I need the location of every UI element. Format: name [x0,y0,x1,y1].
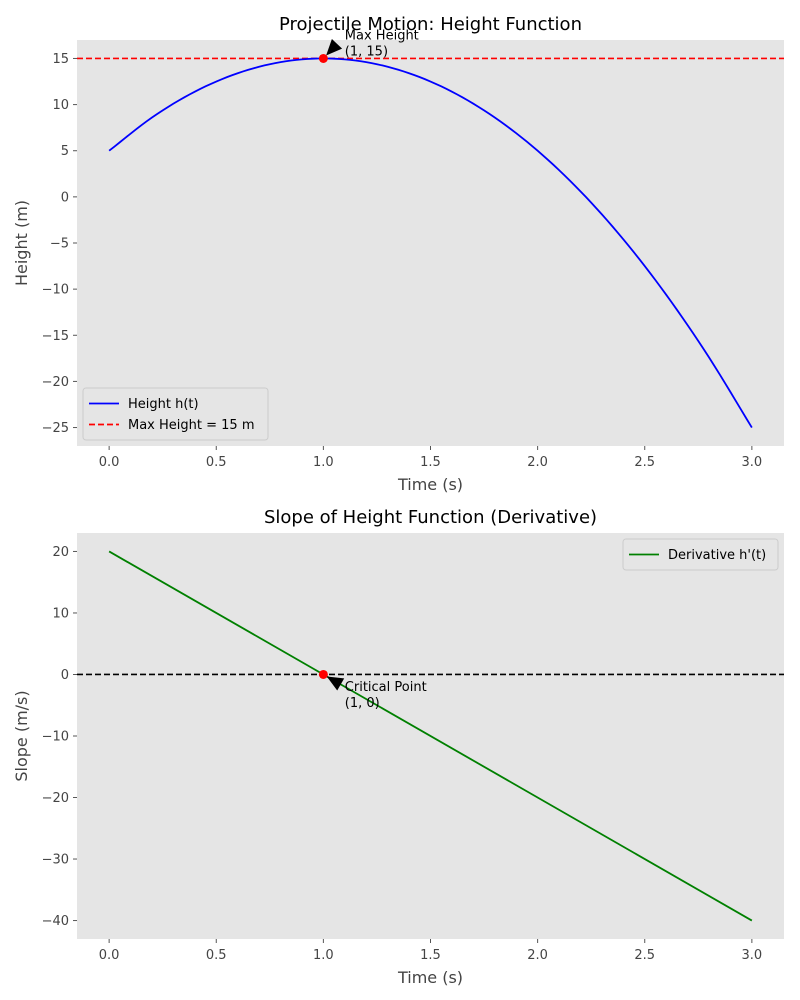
chart2-xtick-label: 3.0 [742,948,763,963]
chart2-ytick-label: 10 [52,606,69,621]
chart2-title: Slope of Height Function (Derivative) [264,507,597,528]
chart2-series-line-0 [108,550,753,922]
chart2-annotation-text: (1, 0) [345,696,380,711]
chart1-annotation-text: (1, 15) [345,44,388,59]
chart2: Slope of Height Function (Derivative) 0.0… [12,507,784,987]
chart1-xtick-label: 1.5 [420,455,441,470]
chart1-ytick-label: −5 [50,237,69,252]
chart1-ytick-label: 0 [61,190,69,205]
chart2-annotation-arrow-0 [326,676,345,691]
chart2-legend-label: Derivative h'(t) [668,548,766,563]
chart2-ytick-label: 0 [61,668,69,683]
chart2-annotation-text: Critical Point [345,680,427,695]
chart1-ytick-label: 10 [52,98,69,113]
chart1-xlabel: Time (s) [397,475,463,494]
chart1-xtick-label: 0.5 [206,455,227,470]
chart1-xtick-label: 2.5 [634,455,655,470]
chart2-xtick-label: 2.0 [527,948,548,963]
chart2-xlabel: Time (s) [397,968,463,987]
chart2-ytick-label: −20 [42,791,69,806]
chart1: Projectile Motion: Height Function 0.0 0.5… [12,14,784,494]
chart1-legend-label: Max Height = 15 m [128,418,254,433]
chart1-ytick-label: 15 [52,52,69,67]
chart2-ytick-label: −40 [42,914,69,929]
chart2-ytick-label: 20 [52,545,69,560]
chart1-xtick-label: 3.0 [742,455,763,470]
chart1-point-0 [318,53,328,63]
chart1-ytick-label: 5 [61,144,69,159]
chart1-title: Projectile Motion: Height Function [279,14,582,35]
chart2-xtick-label: 0.0 [99,948,120,963]
chart1-annotation-arrow-0 [326,39,343,56]
chart1-ytick-label: −25 [42,421,69,436]
chart1-legend-box [82,387,269,441]
chart1-plot-area [77,40,784,446]
chart2-xtick-label: 2.5 [634,948,655,963]
chart1-legend: Height h(t) Max Height = 15 m [82,387,269,441]
chart1-annotation-text: Max Height [345,28,419,43]
chart2-xtick-label: 0.5 [206,948,227,963]
chart2-xtick-label: 1.5 [420,948,441,963]
chart1-ytick-label: −10 [42,283,69,298]
chart1-xtick-label: 1.0 [313,455,334,470]
chart2-legend-box [622,538,779,571]
chart1-series-line-0 [108,57,753,429]
chart2-legend: Derivative h'(t) [622,538,779,571]
chart2-point-0 [318,669,328,679]
chart2-ytick-label: −30 [42,853,69,868]
chart1-xtick-label: 0.0 [99,455,120,470]
chart2-ylabel: Slope (m/s) [12,690,31,781]
chart2-xtick-label: 1.0 [313,948,334,963]
chart2-ytick-label: −10 [42,730,69,745]
chart1-ytick-label: −20 [42,375,69,390]
chart1-xtick-label: 2.0 [527,455,548,470]
chart1-ytick-label: −15 [42,329,69,344]
chart1-ylabel: Height (m) [12,200,31,286]
chart1-legend-label: Height h(t) [128,397,199,412]
